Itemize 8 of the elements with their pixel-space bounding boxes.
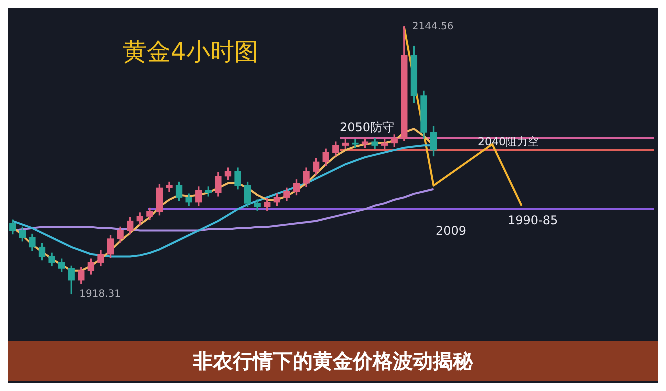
candlestick (352, 139, 359, 148)
annotation: 2144.56 (412, 21, 454, 32)
ref-line-label: 1990-85 (508, 214, 558, 228)
annotation: 1918.31 (80, 288, 121, 300)
ref-line-label: 2050防守 (340, 120, 395, 135)
text: 黄金4小时图 (123, 37, 258, 68)
ref-line-label: 2040阻力空 (478, 136, 539, 149)
annotation: 2009 (436, 224, 467, 238)
